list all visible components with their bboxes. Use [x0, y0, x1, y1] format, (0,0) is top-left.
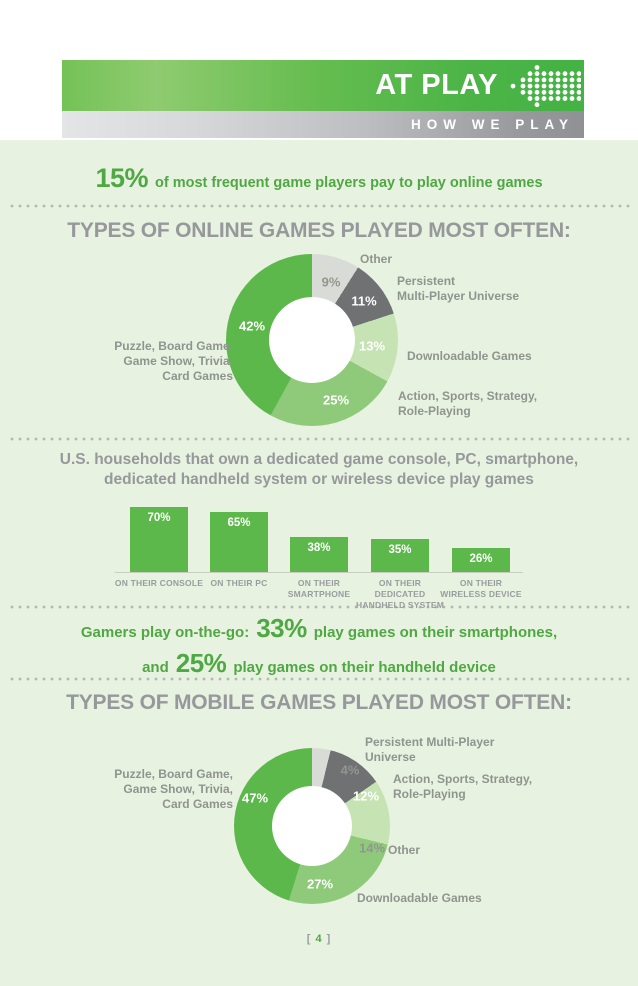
on-the-go-line1: Gamers play on-the-go: 33% play games on t…: [0, 613, 638, 648]
donut-slice-label: Puzzle, Board Game, Game Show, Trivia, Car…: [114, 767, 233, 811]
intro-text: of most frequent game players pay to pla…: [154, 175, 543, 191]
donut-slice-label: Persistent Multi-Player Universe: [397, 274, 520, 303]
donut-slice-value: 13%: [358, 338, 386, 354]
donut-slice-label: Other: [388, 843, 421, 857]
online-games-heading: TYPES OF ONLINE GAMES PLAYED MOST OFTEN:: [67, 219, 571, 242]
households-title: U.S. households that own a dedicated gam…: [0, 450, 638, 490]
header-bar: AT PLAY: [62, 60, 584, 111]
bracket: [: [306, 933, 312, 945]
on-the-go-text: Gamers play on-the-go:: [80, 624, 250, 641]
donut-slice-value: 14%: [358, 840, 386, 856]
page-number-value: 4: [315, 933, 323, 945]
donut-slice-label: Action, Sports, Strategy, Role-Playing: [393, 772, 533, 801]
donut-slice-label: Downloadable Games: [357, 891, 482, 905]
dotted-divider: [8, 677, 630, 681]
donut-hole: [269, 297, 355, 383]
on-the-go-text: play games on their handheld device: [233, 659, 496, 676]
smartphone-stat: 33%: [256, 613, 307, 643]
donut-slice-value: 42%: [238, 318, 266, 334]
bar-category-label: ON THEIR CONSOLE: [114, 578, 204, 588]
households-title-line2: dedicated handheld system or wireless de…: [104, 471, 534, 488]
section-subtitle: HOW WE PLAY: [410, 117, 574, 132]
bar-category-label: ON THEIR SMARTPHONE: [287, 578, 351, 599]
donut-slice-value: 25%: [322, 392, 350, 408]
bar: [452, 548, 510, 572]
donut-slice-value: 12%: [352, 788, 380, 804]
dotted-divider: [8, 437, 630, 441]
bracket: ]: [326, 933, 332, 945]
donut-slice-label: Action, Sports, Strategy, Role-Playing: [398, 389, 538, 418]
bar-category-label: ON THEIR DEDICATED HANDHELD SYSTEM: [355, 578, 444, 610]
page-number: [4]: [0, 933, 638, 945]
bar-value-label: 65%: [227, 517, 251, 529]
bar: [210, 512, 268, 572]
on-the-go-text: play games on their smartphones,: [313, 624, 558, 641]
bar-value-label: 70%: [147, 512, 171, 524]
mobile-games-heading: TYPES OF MOBILE GAMES PLAYED MOST OFTEN:: [66, 691, 572, 714]
handheld-stat: 25%: [175, 648, 227, 678]
donut-slice-value: 11%: [351, 293, 377, 309]
dotted-divider: [8, 204, 630, 208]
dotted-arrow-icon: [510, 64, 581, 107]
dotted-divider: [8, 605, 630, 609]
bar: [371, 539, 429, 572]
bar-category-label: ON THEIR PC: [210, 578, 268, 588]
donut-slice-label: Downloadable Games: [407, 349, 532, 363]
bar-category-label: ON THEIR WIRELESS DEVICE: [440, 578, 522, 599]
page-title: AT PLAY: [375, 69, 498, 101]
bar-chart-baseline: [115, 572, 523, 573]
donut-slice-value: 4%: [340, 762, 360, 778]
donut-slice-label: Other: [360, 252, 393, 266]
households-title-line1: U.S. households that own a dedicated gam…: [59, 451, 579, 468]
donut-slice-label: Persistent Multi-Player Universe: [365, 735, 495, 764]
on-the-go-line2: and 25% play games on their handheld devic…: [0, 648, 638, 683]
bar-value-label: 26%: [469, 553, 493, 565]
bar-value-label: 35%: [388, 544, 412, 556]
donut-hole: [272, 786, 352, 866]
intro-stat-line: 15% of most frequent game players pay to …: [0, 163, 638, 194]
bar-value-label: 38%: [307, 542, 331, 554]
intro-stat: 15%: [95, 163, 148, 193]
subheader-bar: HOW WE PLAY: [62, 111, 584, 138]
bar: [130, 507, 188, 572]
donut-slice-value: 47%: [241, 790, 269, 806]
mobile-games-donut-chart: [234, 748, 390, 904]
on-the-go-text: and: [142, 659, 169, 676]
online-games-donut-chart: [226, 254, 398, 426]
donut-slice-value: 27%: [306, 876, 334, 892]
donut-slice-label: Puzzle, Board Game, Game Show, Trivia, Car…: [114, 339, 233, 383]
on-the-go-lines: Gamers play on-the-go: 33% play games on t…: [0, 613, 638, 683]
bar: [290, 537, 348, 572]
donut-slice-value: 9%: [321, 274, 341, 290]
